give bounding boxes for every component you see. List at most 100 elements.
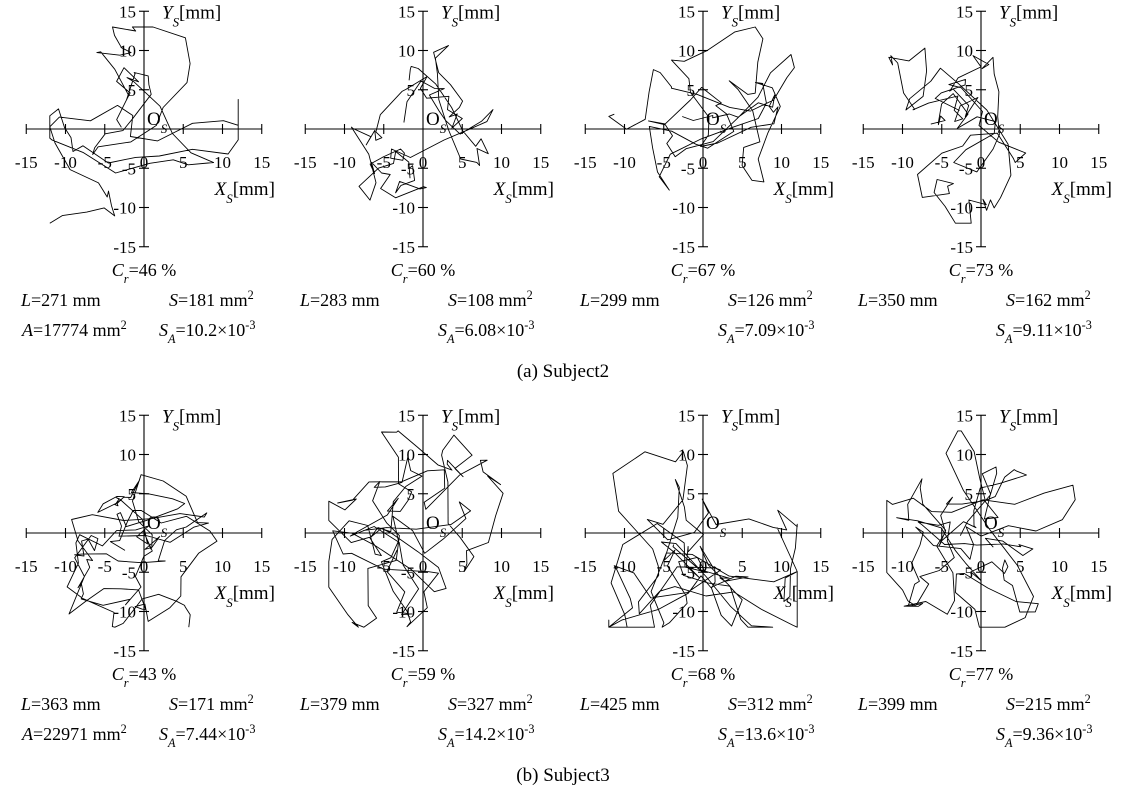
stat-cr: Cr=60 %	[391, 260, 455, 286]
stat-sa: SA=14.2×10-3	[438, 722, 535, 750]
stat-s: S=181 mm2	[169, 288, 254, 310]
x-tick-label: 15	[532, 557, 549, 576]
x-tick-label: -15	[15, 153, 38, 172]
y-tick-label: 15	[956, 406, 973, 425]
x-tick-label: 15	[532, 153, 549, 172]
x-tick-label: -15	[852, 557, 875, 576]
y-tick-label: 10	[678, 42, 695, 61]
sway-panel-subject3-4: -15 -10 -5 0 5 10 1515105-5-10-15YS[mm]XS[mm]O…	[852, 406, 1112, 750]
x-tick-label: -5	[657, 557, 671, 576]
x-tick-label: -15	[574, 557, 597, 576]
y-tick-label: 10	[956, 446, 973, 465]
origin-label: OS	[426, 109, 447, 136]
stat-sa: SA=6.08×10-3	[438, 318, 535, 346]
y-tick-label: 5	[965, 81, 974, 100]
y-tick-label: 5	[687, 81, 696, 100]
stat-sa: SA=7.09×10-3	[718, 318, 815, 346]
x-axis-label: XS[mm]	[493, 583, 554, 610]
x-tick-label: 15	[812, 557, 829, 576]
x-tick-label: 5	[179, 557, 188, 576]
y-tick-label: 15	[398, 406, 415, 425]
stat-cr: Cr=43 %	[112, 664, 176, 690]
x-tick-label: -5	[935, 557, 949, 576]
stat-sa: SA=7.44×10-3	[159, 722, 256, 750]
sway-panel-subject3-1: -15 -10 -5 0 5 10 1515105-5-10-15YS[mm]XS[mm]O…	[15, 406, 275, 750]
y-tick-label: -5	[681, 159, 695, 178]
stat-sa: SA=13.6×10-3	[718, 722, 815, 750]
y-tick-label: 10	[398, 446, 415, 465]
y-tick-label: -10	[950, 603, 973, 622]
x-tick-label: 10	[773, 557, 790, 576]
x-tick-label: 5	[1016, 153, 1025, 172]
sway-panel-subject2-4: -15 -10 -5 0 5 10 1515105-5-10-15YS[mm]XS[mm]O…	[852, 2, 1112, 346]
y-tick-label: -10	[672, 199, 695, 218]
origin-label: OS	[984, 513, 1005, 540]
y-tick-label: -5	[959, 563, 973, 582]
x-tick-label: 0	[699, 153, 708, 172]
caption-subject3: (b) Subject3	[516, 765, 609, 786]
x-tick-label: 15	[253, 557, 270, 576]
caption-subject2: (a) Subject2	[517, 361, 609, 382]
y-tick-label: -15	[392, 238, 415, 257]
stat-a: A=17774 mm2	[21, 318, 127, 340]
y-axis-label: YS[mm]	[999, 2, 1058, 29]
x-axis-label: XS[mm]	[493, 179, 554, 206]
stat-l: L=350 mm	[857, 290, 938, 310]
x-tick-label: 10	[214, 153, 231, 172]
stat-s: S=162 mm2	[1006, 288, 1091, 310]
stat-cr: Cr=77 %	[949, 664, 1013, 690]
x-tick-label: -10	[333, 153, 356, 172]
x-tick-label: 5	[458, 153, 467, 172]
stat-cr: Cr=67 %	[671, 260, 735, 286]
stat-cr: Cr=68 %	[671, 664, 735, 690]
origin-label: OS	[147, 109, 168, 136]
y-tick-label: -5	[122, 159, 136, 178]
stat-sa: SA=9.11×10-3	[996, 318, 1092, 346]
y-tick-label: 5	[128, 485, 137, 504]
stat-s: S=327 mm2	[448, 692, 533, 714]
y-axis-label: YS[mm]	[162, 2, 221, 29]
y-tick-label: -5	[401, 563, 415, 582]
y-tick-label: -15	[392, 642, 415, 661]
x-axis-label: XS[mm]	[773, 583, 834, 610]
y-tick-label: 5	[407, 81, 416, 100]
y-tick-label: -10	[113, 199, 136, 218]
x-tick-label: -10	[333, 557, 356, 576]
stat-l: L=271 mm	[20, 290, 101, 310]
x-tick-label: -10	[891, 153, 914, 172]
sway-panel-subject2-2: -15 -10 -5 0 5 10 1515105-5-10-15YS[mm]XS[mm]O…	[294, 2, 554, 346]
x-tick-label: -15	[294, 557, 317, 576]
y-axis-label: YS[mm]	[162, 406, 221, 433]
origin-label: OS	[147, 513, 168, 540]
y-tick-label: 15	[678, 2, 695, 21]
stat-l: L=363 mm	[20, 694, 101, 714]
y-tick-label: 10	[678, 446, 695, 465]
y-tick-label: 15	[398, 2, 415, 21]
y-tick-label: -15	[113, 642, 136, 661]
y-tick-label: 10	[398, 42, 415, 61]
x-tick-label: -5	[377, 153, 391, 172]
x-axis-label: XS[mm]	[214, 179, 275, 206]
x-tick-label: 0	[140, 557, 149, 576]
x-tick-label: 5	[1016, 557, 1025, 576]
panels-layer: -15 -10 -5 0 5 10 1515105-5-10-15YS[mm]XS[mm]O…	[15, 2, 1112, 750]
stat-s: S=126 mm2	[728, 288, 813, 310]
x-tick-label: -10	[613, 557, 636, 576]
x-tick-label: 0	[419, 557, 428, 576]
sway-trace-path	[350, 45, 494, 201]
sway-trace-path	[888, 47, 1027, 224]
y-tick-label: -15	[672, 238, 695, 257]
x-tick-label: 0	[419, 153, 428, 172]
y-tick-label: -5	[959, 159, 973, 178]
y-axis-label: YS[mm]	[721, 406, 780, 433]
stat-a: A=22971 mm2	[21, 722, 127, 744]
y-axis-label: YS[mm]	[441, 406, 500, 433]
x-axis-label: XS[mm]	[1051, 179, 1112, 206]
y-tick-label: 10	[119, 42, 136, 61]
stat-s: S=215 mm2	[1006, 692, 1091, 714]
x-tick-label: 5	[458, 557, 467, 576]
x-tick-label: -15	[294, 153, 317, 172]
x-tick-label: -5	[377, 557, 391, 576]
y-tick-label: -5	[401, 159, 415, 178]
origin-label: OS	[706, 513, 727, 540]
